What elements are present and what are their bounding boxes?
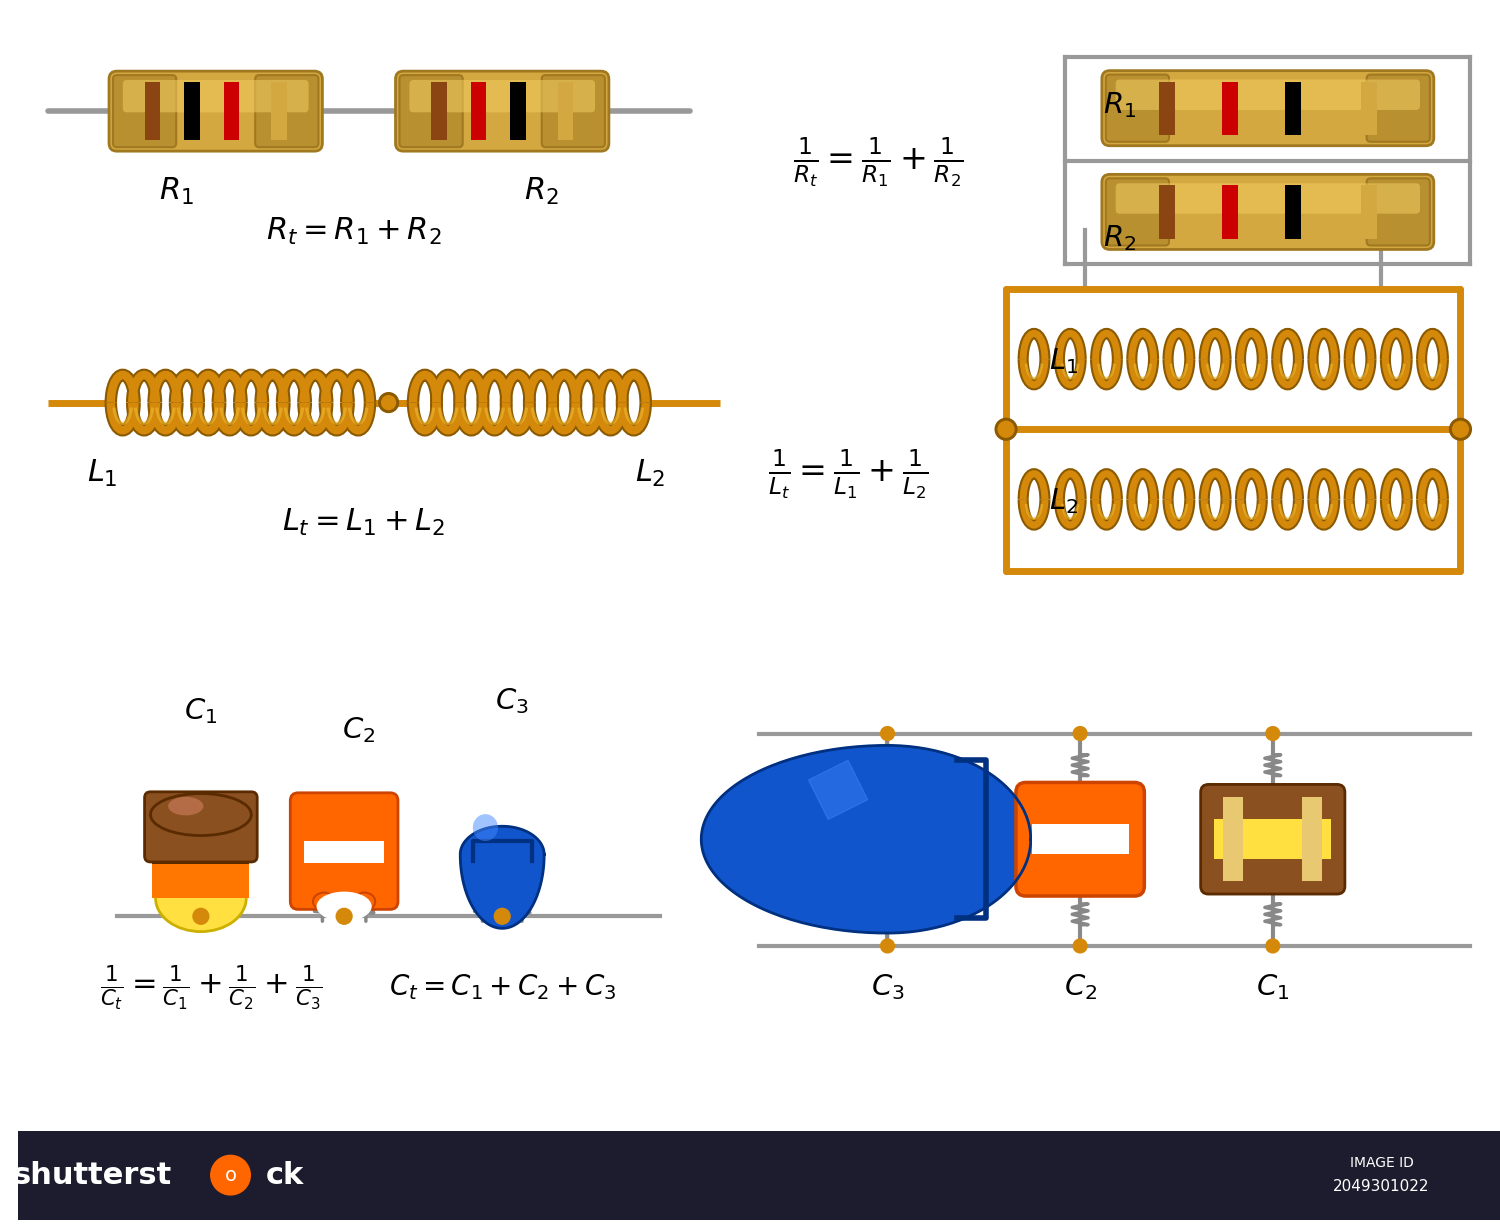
- Ellipse shape: [150, 794, 252, 836]
- FancyBboxPatch shape: [1102, 174, 1434, 249]
- FancyBboxPatch shape: [123, 80, 309, 113]
- Bar: [224, 82, 240, 140]
- Circle shape: [1266, 726, 1280, 740]
- Ellipse shape: [314, 892, 334, 910]
- Circle shape: [1072, 726, 1088, 740]
- FancyBboxPatch shape: [410, 80, 596, 113]
- Text: 2049301022: 2049301022: [1334, 1179, 1430, 1195]
- FancyBboxPatch shape: [1016, 783, 1144, 896]
- FancyBboxPatch shape: [399, 75, 462, 147]
- FancyBboxPatch shape: [144, 791, 256, 861]
- FancyBboxPatch shape: [1106, 178, 1168, 245]
- Bar: [1224, 798, 1244, 881]
- FancyBboxPatch shape: [542, 75, 604, 147]
- Circle shape: [495, 908, 510, 924]
- Bar: [1032, 825, 1128, 854]
- Circle shape: [994, 418, 1017, 440]
- FancyBboxPatch shape: [291, 793, 398, 909]
- Circle shape: [211, 1156, 250, 1195]
- Bar: [272, 82, 286, 140]
- FancyBboxPatch shape: [1366, 178, 1430, 245]
- Text: $\frac{1}{R_t}=\frac{1}{R_1}+\frac{1}{R_2}$: $\frac{1}{R_t}=\frac{1}{R_1}+\frac{1}{R_…: [792, 136, 963, 189]
- Bar: [471, 82, 486, 140]
- Bar: [558, 82, 573, 140]
- Bar: [1222, 185, 1238, 238]
- Text: $C_3$: $C_3$: [495, 686, 530, 715]
- Circle shape: [194, 908, 208, 924]
- Bar: [1222, 81, 1238, 135]
- Text: $C_1$: $C_1$: [1256, 972, 1290, 1002]
- FancyBboxPatch shape: [112, 75, 176, 147]
- Bar: [304, 842, 384, 863]
- Text: $L_2$: $L_2$: [1048, 486, 1078, 517]
- Bar: [184, 82, 200, 140]
- FancyBboxPatch shape: [1200, 784, 1346, 894]
- Text: $C_2$: $C_2$: [1064, 972, 1096, 1002]
- Circle shape: [336, 908, 352, 924]
- FancyBboxPatch shape: [1106, 75, 1168, 142]
- Text: $C_2$: $C_2$: [342, 715, 375, 745]
- Bar: [153, 865, 249, 898]
- Bar: [1302, 798, 1322, 881]
- Circle shape: [1449, 418, 1472, 440]
- Circle shape: [880, 939, 894, 953]
- Polygon shape: [702, 745, 1030, 933]
- Bar: [1286, 81, 1300, 135]
- Text: $L_2$: $L_2$: [634, 458, 666, 488]
- FancyBboxPatch shape: [255, 75, 318, 147]
- Text: $R_t=R_1+R_2$: $R_t=R_1+R_2$: [266, 216, 442, 247]
- Bar: [144, 82, 160, 140]
- Bar: [430, 82, 447, 140]
- Bar: [1160, 81, 1174, 135]
- Bar: [153, 856, 249, 865]
- Text: IMAGE ID: IMAGE ID: [1350, 1156, 1413, 1171]
- Bar: [510, 82, 526, 140]
- FancyBboxPatch shape: [110, 71, 322, 151]
- Circle shape: [998, 421, 1014, 437]
- Text: $C_t=C_1+C_2+C_3$: $C_t=C_1+C_2+C_3$: [388, 972, 616, 1002]
- Text: $R_2$: $R_2$: [525, 175, 560, 207]
- Text: $R_2$: $R_2$: [1102, 223, 1136, 253]
- Bar: [1160, 185, 1174, 238]
- Text: ck: ck: [266, 1161, 305, 1190]
- Bar: [18, 1130, 1500, 1220]
- Text: shutterst: shutterst: [12, 1161, 173, 1190]
- Text: $R_1$: $R_1$: [1102, 90, 1137, 120]
- Text: $\frac{1}{L_t}=\frac{1}{L_1}+\frac{1}{L_2}$: $\frac{1}{L_t}=\frac{1}{L_1}+\frac{1}{L_…: [768, 447, 928, 501]
- Circle shape: [1266, 939, 1280, 953]
- Text: $C_1$: $C_1$: [184, 696, 218, 725]
- Circle shape: [1072, 939, 1088, 953]
- Circle shape: [381, 395, 396, 410]
- Text: $\frac{1}{C_t}=\frac{1}{C_1}+\frac{1}{C_2}+\frac{1}{C_3}$: $\frac{1}{C_t}=\frac{1}{C_1}+\frac{1}{C_…: [99, 964, 322, 1014]
- Circle shape: [378, 393, 399, 412]
- Bar: [1215, 820, 1330, 859]
- Bar: [1286, 185, 1300, 238]
- Bar: [1360, 185, 1377, 238]
- Bar: [1360, 81, 1377, 135]
- Ellipse shape: [354, 892, 375, 910]
- Polygon shape: [460, 826, 544, 929]
- Text: $L_1$: $L_1$: [87, 458, 117, 488]
- Text: o: o: [225, 1166, 237, 1184]
- Ellipse shape: [472, 815, 498, 840]
- Ellipse shape: [156, 865, 246, 931]
- FancyBboxPatch shape: [1366, 75, 1430, 142]
- Ellipse shape: [316, 892, 372, 921]
- Text: $R_1$: $R_1$: [159, 175, 194, 207]
- FancyBboxPatch shape: [1116, 80, 1420, 110]
- Polygon shape: [808, 761, 867, 820]
- FancyBboxPatch shape: [396, 71, 609, 151]
- Circle shape: [880, 726, 894, 740]
- FancyBboxPatch shape: [1116, 183, 1420, 213]
- Text: $L_t=L_1+L_2$: $L_t=L_1+L_2$: [282, 507, 446, 539]
- Text: $C_3$: $C_3$: [870, 972, 904, 1002]
- Ellipse shape: [168, 796, 204, 816]
- Circle shape: [1452, 421, 1468, 437]
- FancyBboxPatch shape: [1102, 71, 1434, 146]
- Text: $L_1$: $L_1$: [1048, 346, 1078, 375]
